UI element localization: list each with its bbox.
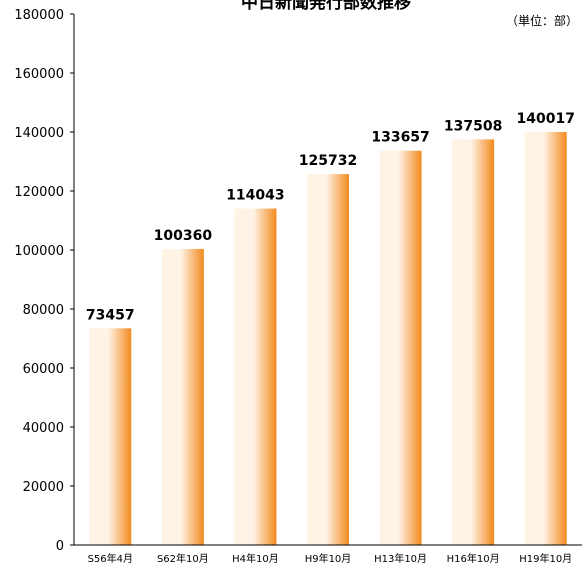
x-tick-label: S56年4月 (88, 552, 133, 565)
x-tick-label: H13年10月 (374, 552, 427, 565)
bar (524, 131, 567, 546)
chart-title: 中日新聞発行部数推移 (241, 0, 411, 13)
data-label: 100360 (154, 228, 213, 244)
bar (234, 208, 277, 545)
bar (452, 139, 495, 546)
x-tick-label: S62年10月 (157, 552, 209, 565)
bar (161, 248, 204, 546)
y-tick-label: 60000 (23, 362, 64, 377)
bar (307, 174, 349, 545)
y-tick-label: 120000 (14, 185, 64, 200)
data-label: 137508 (444, 118, 502, 134)
y-tick-label: 80000 (23, 303, 64, 318)
y-tick-label: 40000 (23, 421, 64, 436)
data-label: 73457 (86, 307, 135, 323)
x-tick-label: H9年10月 (305, 552, 352, 565)
bar (379, 150, 422, 545)
bar (89, 328, 132, 545)
unit-label: （単位：部） (506, 13, 578, 28)
y-tick-label: 180000 (14, 8, 64, 23)
data-label: 140017 (516, 111, 574, 127)
x-tick-label: H16年10月 (447, 552, 500, 565)
y-tick-label: 140000 (14, 126, 64, 141)
x-tick-label: H19年10月 (519, 552, 572, 565)
data-label: 114043 (226, 188, 284, 204)
y-tick-label: 20000 (23, 480, 64, 495)
y-tick-label: 100000 (14, 244, 64, 259)
data-label: 133657 (371, 130, 429, 146)
y-tick-label: 160000 (14, 67, 64, 82)
x-tick-label: H4年10月 (232, 552, 279, 565)
data-label: 125732 (299, 153, 357, 169)
y-tick-label: 0 (56, 539, 64, 554)
